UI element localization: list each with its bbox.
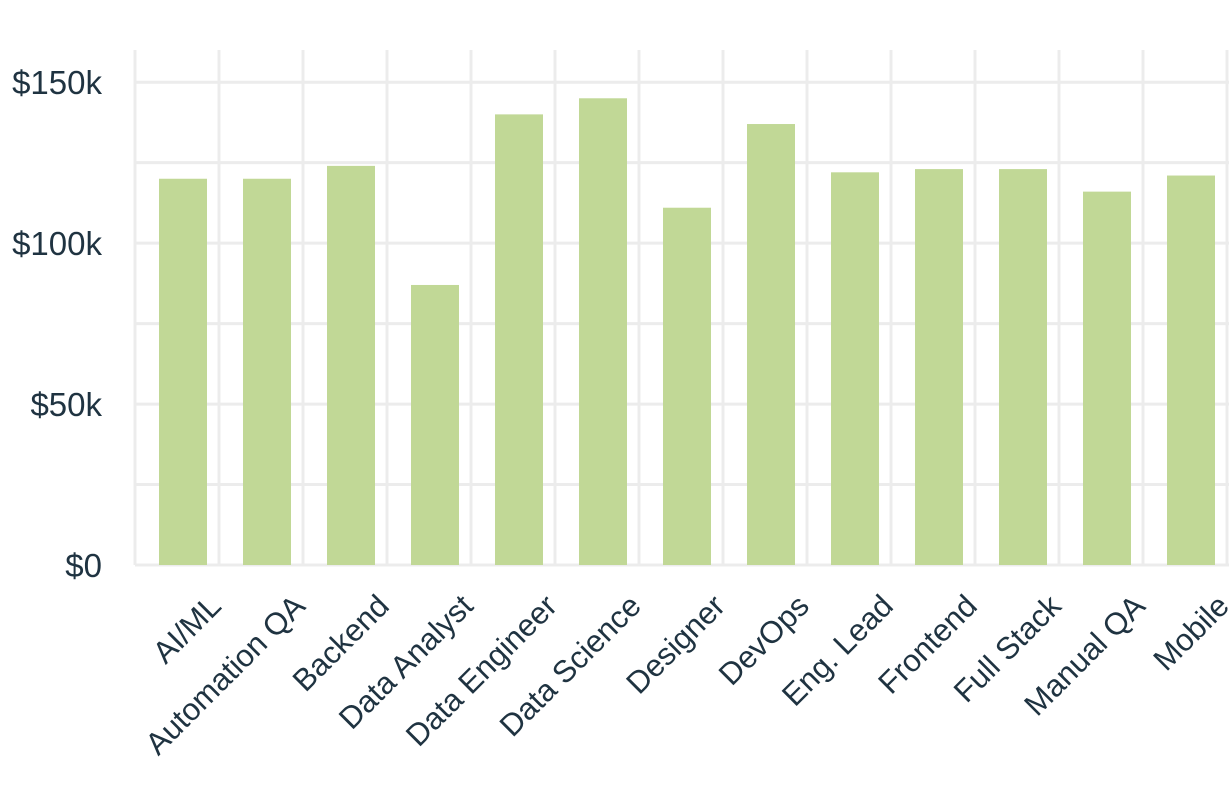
y-tick-label: $50k [30, 386, 102, 423]
y-axis-tick-labels: $0 $50k $100k $150k [12, 64, 102, 584]
bar-frontend [915, 169, 963, 565]
bar-full-stack [999, 169, 1047, 565]
x-tick-label: AI/ML [146, 588, 228, 670]
y-tick-label: $150k [12, 64, 102, 101]
x-tick-label: Data Engineer [399, 588, 564, 753]
bar-ai-ml [159, 178, 207, 565]
bar-data-analyst [411, 284, 459, 565]
bar-layer [159, 98, 1215, 565]
y-tick-label: $0 [65, 547, 102, 584]
bar-devops [747, 124, 795, 565]
bar-mobile [1167, 175, 1215, 565]
bar-data-science [579, 98, 627, 565]
bar-automation-qa [243, 178, 291, 565]
bar-designer [663, 207, 711, 565]
x-tick-label: Mobile [1146, 588, 1229, 677]
y-tick-label: $100k [12, 225, 102, 262]
bar-manual-qa [1083, 191, 1131, 565]
bar-backend [327, 165, 375, 565]
bar-data-engineer [495, 114, 543, 565]
bar-eng-lead [831, 172, 879, 565]
